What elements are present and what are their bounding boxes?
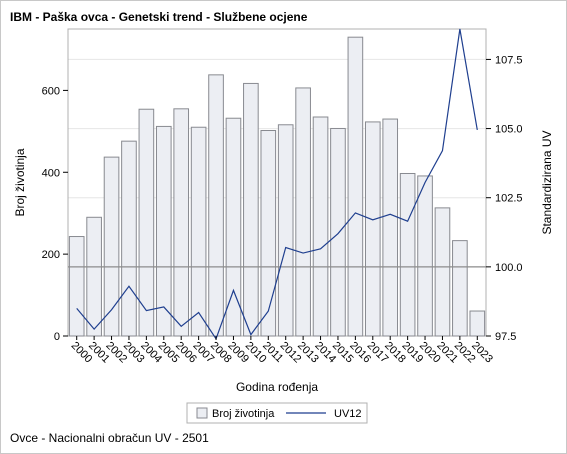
left-axis-tick-label: 600 xyxy=(42,85,60,97)
bar-2023 xyxy=(469,310,486,337)
bar-2008 xyxy=(208,74,224,337)
right-axis-tick-label: 102.5 xyxy=(495,193,523,205)
bar-2014 xyxy=(312,116,329,337)
bar-2000 xyxy=(68,236,85,337)
right-axis-tick-label: 97.5 xyxy=(495,331,516,343)
bar-2006 xyxy=(173,108,190,337)
bar-2007 xyxy=(190,126,207,337)
bar-2016 xyxy=(347,36,364,337)
bar-2017 xyxy=(364,121,381,337)
bar-2010 xyxy=(243,82,259,337)
bar-2021 xyxy=(434,207,451,337)
right-axis-tick-label: 105.0 xyxy=(495,124,523,136)
footnote: Ovce - Nacionalni obračun UV - 2501 xyxy=(10,431,209,445)
legend-swatch-bars xyxy=(196,407,208,419)
left-axis-tick-label: 400 xyxy=(42,167,60,179)
right-axis-title: Standardizirana UV xyxy=(540,130,554,234)
bar-2013 xyxy=(295,87,311,337)
legend-label-line: UV12 xyxy=(334,408,362,420)
bar-2003 xyxy=(121,140,137,337)
bar-2022 xyxy=(452,240,468,337)
bar-2020 xyxy=(417,175,433,337)
plot-area-border xyxy=(67,28,487,337)
left-axis-tick-label: 200 xyxy=(42,249,60,261)
right-axis-tick-label: 100.0 xyxy=(495,262,523,274)
uv12-line xyxy=(76,28,478,341)
bar-2015 xyxy=(330,127,346,337)
bar-2011 xyxy=(260,130,277,337)
right-axis-tick-label: 107.5 xyxy=(495,54,523,66)
left-axis-title: Broj životinja xyxy=(13,148,27,216)
x-axis-title: Godina rođenja xyxy=(236,380,318,394)
bar-2005 xyxy=(155,125,172,337)
bar-2004 xyxy=(138,108,155,337)
bar-2018 xyxy=(382,118,399,337)
bar-2019 xyxy=(399,172,416,337)
bar-2012 xyxy=(277,124,294,337)
legend-label-bars: Broj životinja xyxy=(212,408,275,420)
left-axis-tick-label: 0 xyxy=(54,331,60,343)
bar-2001 xyxy=(86,216,102,337)
chart: 020040060097.5100.0102.5105.0107.5200020… xyxy=(13,28,554,424)
chart-title: IBM - Paška ovca - Genetski trend - Služ… xyxy=(10,10,308,24)
legend-box xyxy=(186,402,368,424)
